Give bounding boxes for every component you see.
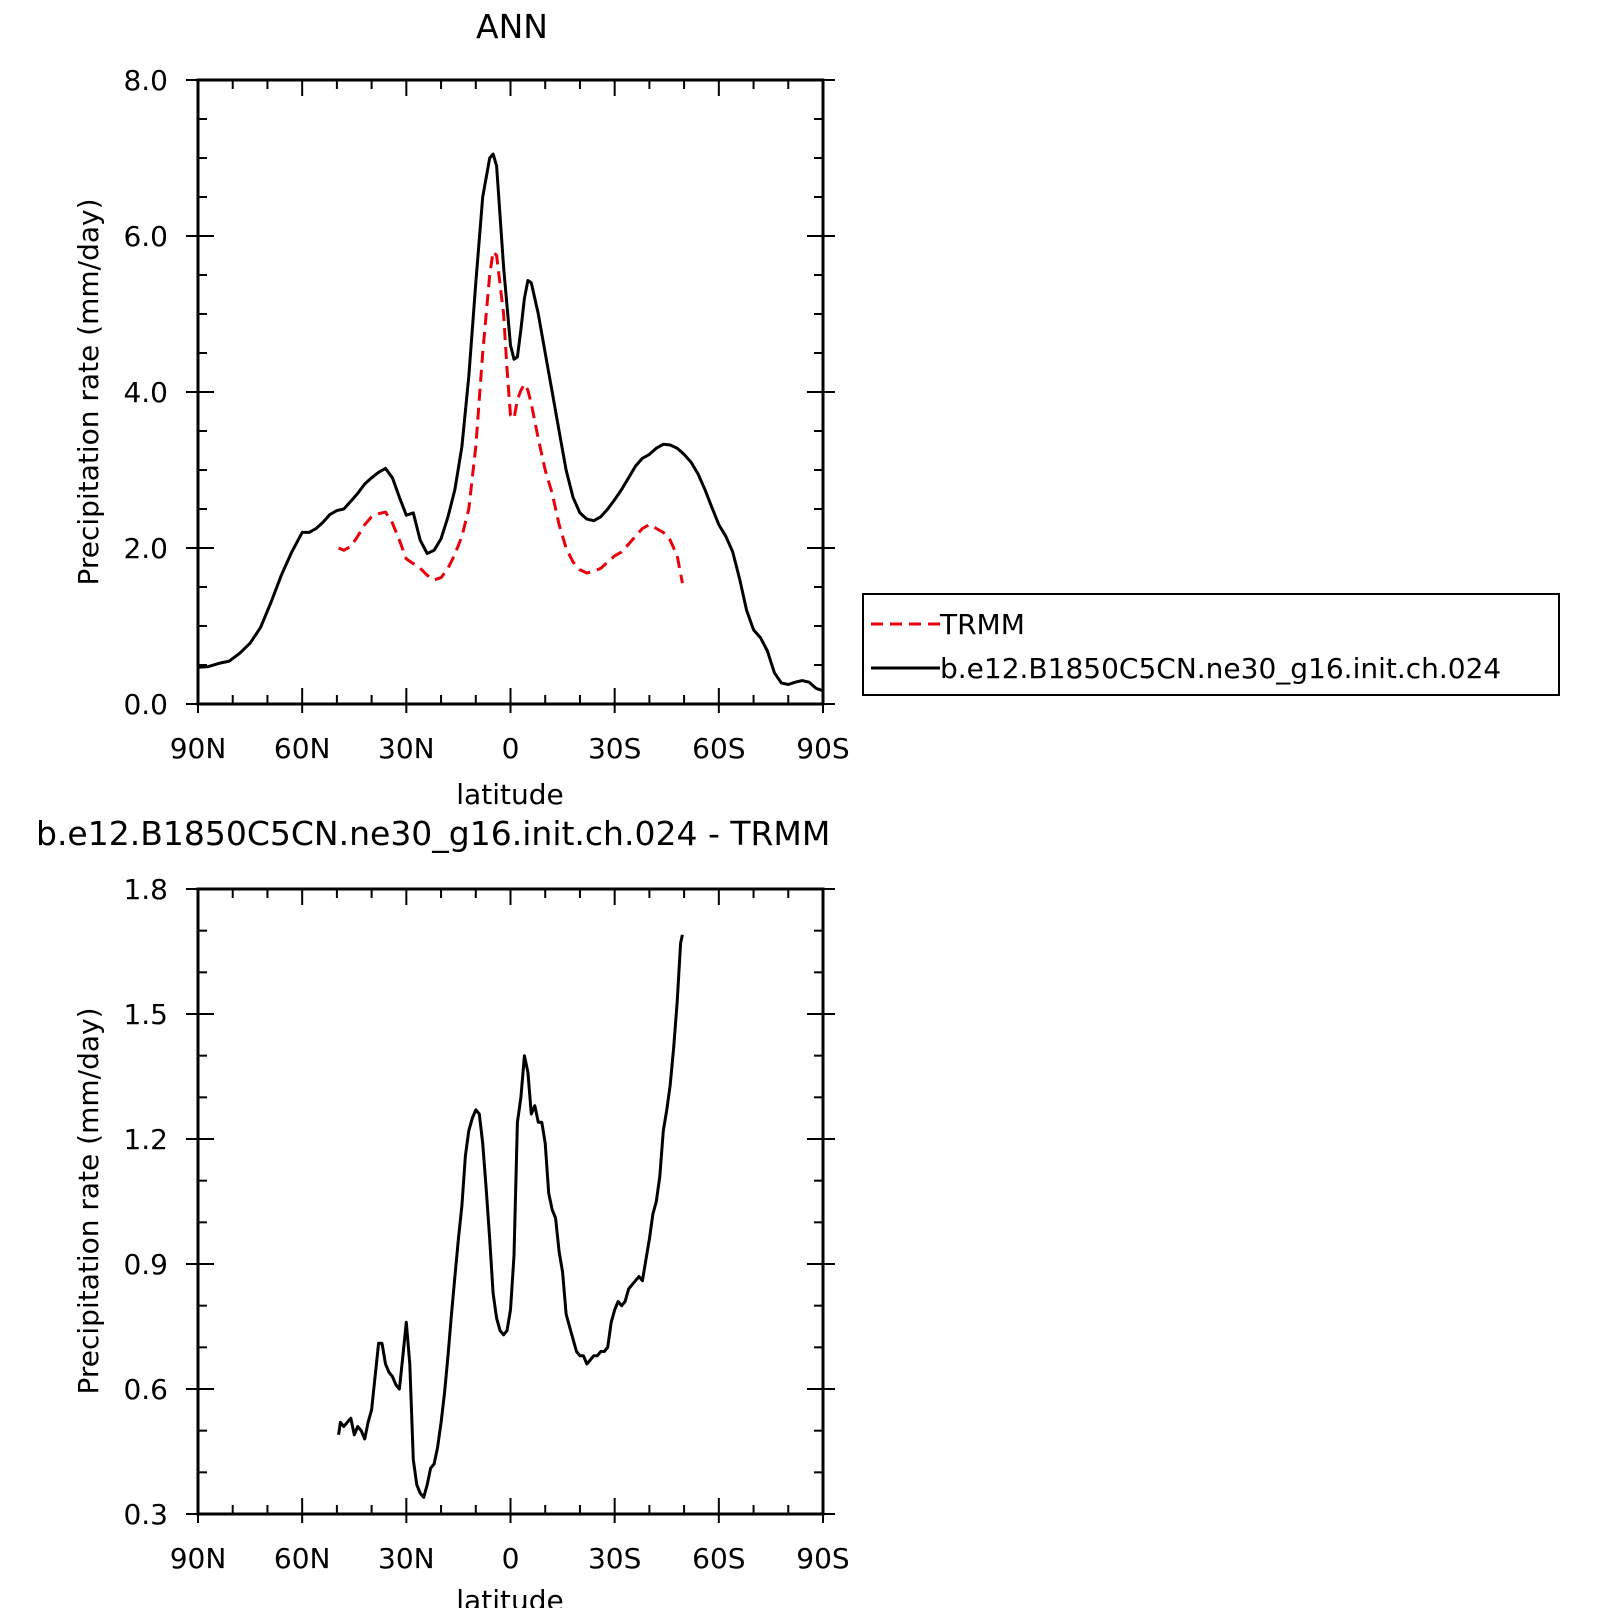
top-xtick-label: 0: [502, 732, 520, 765]
bottom-panel-ticks: [186, 888, 835, 1523]
bottom-ytick-label: 1.8: [123, 873, 168, 906]
bottom-panel-xlabel: latitude: [456, 1584, 563, 1608]
bottom-xtick-label: 90S: [796, 1542, 849, 1575]
bottom-panel-ylabel: Precipitation rate (mm/day): [72, 1007, 105, 1394]
bottom-panel: b.e12.B1850C5CN.ne30_g16.init.ch.024 - T…: [36, 814, 850, 1608]
legend-box: [862, 593, 1560, 696]
top-panel-xlabel: latitude: [456, 778, 563, 811]
bottom-ytick-label: 1.5: [123, 998, 168, 1031]
top-xtick-label: 30N: [378, 732, 435, 765]
bottom-ytick-label: 0.9: [123, 1248, 168, 1281]
top-plot-frame: [196, 78, 825, 706]
top-ytick-label: 6.0: [123, 220, 168, 253]
top-panel: ANN 0.02.04.06.08.0 90N 60N 30N 0 30S 60S 90S …: [72, 7, 1560, 811]
top-ytick-label: 0.0: [123, 688, 168, 721]
top-ytick-label: 8.0: [123, 64, 168, 97]
top-ytick-label: 2.0: [123, 532, 168, 565]
top-panel-ylabel: Precipitation rate (mm/day): [72, 198, 105, 585]
bottom-xtick-label: 30N: [378, 1542, 435, 1575]
top-xtick-label: 90N: [170, 732, 227, 765]
legend: TRMM b.e12.B1850C5CN.ne30_g16.init.ch.02…: [862, 593, 1560, 696]
bottom-xtick-label: 0: [502, 1542, 520, 1575]
legend-label-trmm: TRMM: [939, 608, 1025, 641]
bottom-ytick-label: 0.3: [123, 1498, 168, 1531]
top-xtick-label: 60N: [274, 732, 331, 765]
top-xtick-label: 30S: [588, 732, 641, 765]
top-xtick-label: 90S: [796, 732, 849, 765]
bottom-ytick-label: 1.2: [123, 1123, 168, 1156]
bottom-xtick-label: 60N: [274, 1542, 331, 1575]
bottom-ytick-label: 0.6: [123, 1373, 168, 1406]
top-panel-title: ANN: [476, 7, 548, 46]
bottom-xtick-label: 60S: [692, 1542, 745, 1575]
top-ytick-label: 4.0: [123, 376, 168, 409]
top-xtick-label: 60S: [692, 732, 745, 765]
top-series-line-0: [337, 250, 684, 584]
bottom-plot-frame: [196, 887, 825, 1516]
bottom-xtick-label: 90N: [170, 1542, 227, 1575]
legend-label-model: b.e12.B1850C5CN.ne30_g16.init.ch.024: [940, 652, 1501, 685]
top-series-line-1: [197, 152, 824, 693]
bottom-series-line-0: [337, 934, 684, 1499]
bottom-panel-title: b.e12.B1850C5CN.ne30_g16.init.ch.024 - T…: [36, 814, 830, 853]
bottom-xtick-label: 30S: [588, 1542, 641, 1575]
